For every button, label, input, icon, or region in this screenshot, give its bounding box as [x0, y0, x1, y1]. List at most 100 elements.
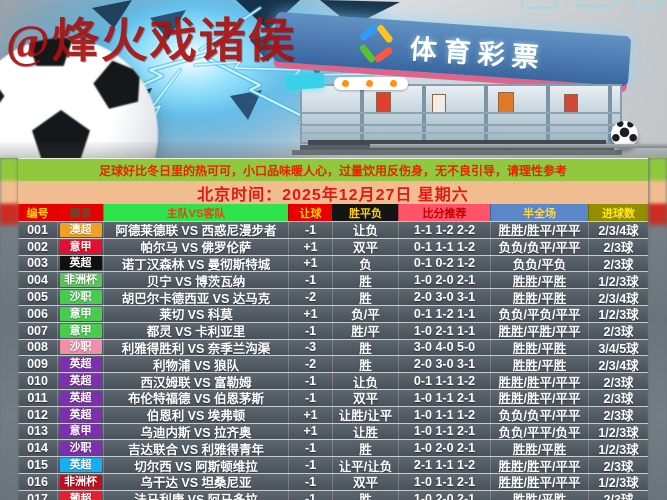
teams: 帕尔马 VS 佛罗伦萨 — [103, 238, 288, 255]
wdl-pick: 负 — [332, 255, 398, 272]
teams: 诺丁汉森林 VS 曼彻斯特城 — [103, 255, 288, 272]
handicap: -1 — [288, 473, 332, 490]
column-header-1: 编号 — [18, 204, 57, 221]
match-id: 015 — [27, 458, 48, 473]
league-badge: 沙职 — [59, 340, 102, 355]
handicap: +1 — [288, 406, 332, 423]
match-id: 004 — [27, 273, 48, 288]
datetime-text: 北京时间：2025年12月27日 星期六 — [197, 186, 469, 204]
match-id: 017 — [27, 491, 48, 500]
lottery-storefront: 体育彩票 — [250, 0, 655, 158]
wdl-pick: 胜 — [332, 339, 398, 356]
goals-pick: 2/3/4球 — [588, 222, 648, 238]
league-cell: 英超 — [57, 373, 103, 389]
table-row: 007 意甲 都灵 VS 卡利亚里 -1 胜/平 1-0 2-1 1-1 胜胜/平胜/平平 2… — [18, 321, 648, 339]
half-full-pick: 胜胜/平胜 — [490, 356, 588, 373]
goals-pick: 2/3/4球 — [588, 289, 648, 305]
match-id: 011 — [27, 390, 48, 405]
half-full-pick: 胜胜/胜平/平平 — [490, 389, 588, 406]
column-header-5: 胜平负 — [332, 204, 398, 221]
table-row: 016 非洲杯 乌干达 VS 坦桑尼亚 -1 双平 1-0 1-1 2-1 胜胜/胜平/平平… — [18, 472, 648, 490]
score-pick: 1-0 1-1 2-1 — [398, 423, 490, 440]
teams: 都灵 VS 卡利亚里 — [103, 322, 288, 339]
handicap: -1 — [288, 389, 332, 406]
store-step — [292, 150, 622, 155]
hero-image: 体育彩票 @烽火戏诸侯 — [0, 0, 667, 158]
sports-lottery-logo-icon — [357, 23, 395, 64]
score-pick: 1-1 1-2 2-2 — [398, 222, 490, 238]
wdl-pick: 胜 — [332, 440, 398, 457]
league-cell: 英超 — [57, 356, 103, 373]
goals-pick: 2/3球 — [588, 457, 648, 473]
league-badge: 英超 — [59, 390, 102, 405]
score-pick: 1-0 1-1 2-1 — [398, 473, 490, 490]
table-row: 001 澳超 阿德莱德联 VS 西惑尼漫步者 -1 让负 1-1 1-2 2-2 胜胜/胜平… — [18, 221, 648, 238]
league-badge: 意甲 — [59, 323, 102, 338]
goals-pick: 1/2/3球 — [588, 272, 648, 289]
wdl-pick: 双平 — [332, 389, 398, 406]
half-full-pick: 胜胜/平胜/平平 — [490, 322, 588, 339]
league-badge: 英超 — [59, 374, 102, 389]
league-badge: 英超 — [59, 357, 102, 372]
goals-pick: 3/4/5球 — [588, 339, 648, 356]
league-badge: 沙职 — [59, 290, 102, 305]
poster — [432, 94, 446, 114]
table-row: 013 意甲 乌迪内斯 VS 拉齐奥 +1 让胜 1-0 1-1 2-1 负负/平平/负平 1… — [18, 422, 648, 440]
table-row: 011 英超 布伦特福德 VS 伯恩茅斯 -1 双平 1-0 1-1 2-1 胜胜/胜平/平… — [18, 388, 648, 406]
score-pick: 2-1 1-1 1-2 — [398, 457, 490, 473]
league-cell: 非洲杯 — [57, 473, 103, 490]
wdl-pick: 让平/让负 — [332, 457, 398, 473]
league-badge: 非洲杯 — [59, 474, 102, 489]
table-row: 009 英超 利物浦 VS 狼队 -2 胜 2-0 3-0 3-1 胜胜/平胜 2/3/4球 — [18, 355, 648, 373]
half-full-pick: 负负/负平/平平 — [490, 238, 588, 255]
table-row: 014 沙职 吉达联合 VS 利雅得青年 -1 胜 1-0 2-0 2-1 胜胜/平胜 1/2… — [18, 439, 648, 457]
teams: 利物浦 VS 狼队 — [103, 356, 288, 373]
table-row: 003 英超 诺丁汉森林 VS 曼彻斯特城 +1 负 0-1 0-2 1-2 负负/平负 2/… — [18, 254, 648, 272]
match-id: 010 — [27, 374, 48, 389]
wdl-pick: 胜 — [332, 272, 398, 289]
wdl-pick: 让负 — [332, 373, 398, 389]
datetime-banner: 北京时间：2025年12月27日 星期六 — [18, 181, 648, 204]
store-sign-text: 体育彩票 — [408, 33, 547, 74]
match-id: 001 — [27, 222, 48, 237]
table-row: 010 英超 西汉姆联 VS 富勒姆 -1 让负 0-1 1-1 1-2 胜胜/胜平/平平 2… — [18, 372, 648, 389]
league-cell: 非洲杯 — [57, 272, 103, 289]
table-row: 004 非洲杯 贝宁 VS 博茨瓦纳 -1 胜 1-0 2-0 2-1 胜胜/平胜 1/2/3… — [18, 271, 648, 289]
league-badge: 英超 — [59, 407, 102, 422]
teams: 乌干达 VS 坦桑尼亚 — [103, 473, 288, 490]
table-row: 002 意甲 帕尔马 VS 佛罗伦萨 +1 双平 0-1 1-1 1-2 负负/负平/平平 2… — [18, 237, 648, 255]
goals-pick: 2/3球 — [588, 255, 648, 272]
wdl-pick: 让负 — [332, 222, 398, 238]
league-cell: 英超 — [57, 406, 103, 423]
teams: 莱切 VS 科莫 — [103, 305, 288, 322]
handicap: +1 — [288, 238, 332, 255]
half-full-pick: 负负/负平/平平 — [490, 406, 588, 423]
wdl-pick: 胜 — [332, 356, 398, 373]
score-pick: 3-0 4-0 5-0 — [398, 339, 490, 356]
column-header-2: 赛事 — [57, 204, 103, 221]
half-full-pick: 负负/平负 — [490, 255, 588, 272]
teams: 伯恩利 VS 埃弗顿 — [103, 406, 288, 423]
column-header-7: 半全场 — [490, 204, 588, 221]
notice-banner: 足球好比冬日里的热可可，小口品味暖人心，过量饮用反伤身，无不良引导，请理性参考 — [18, 158, 648, 182]
teams: 阿德莱德联 VS 西惑尼漫步者 — [103, 222, 288, 238]
score-pick: 1-0 2-1 1-1 — [398, 322, 490, 339]
league-badge: 英超 — [59, 256, 102, 271]
league-badge: 澳超 — [59, 222, 102, 237]
handicap: -1 — [288, 222, 332, 238]
league-badge: 英超 — [59, 458, 102, 473]
wdl-pick: 让胜 — [332, 423, 398, 440]
league-badge: 非洲杯 — [59, 273, 102, 288]
wdl-pick: 负/平 — [332, 305, 398, 322]
half-full-pick: 胜胜/平胜 — [490, 339, 588, 356]
handicap: -2 — [288, 356, 332, 373]
teams: 胡巴尔卡德西亚 VS 达马克 — [103, 289, 288, 305]
score-pick: 2-0 3-0 3-1 — [398, 356, 490, 373]
handicap: -1 — [288, 490, 332, 500]
match-id: 007 — [27, 323, 48, 338]
match-id: 016 — [27, 474, 48, 489]
match-id: 002 — [27, 239, 48, 254]
table-row: 008 沙职 利雅得胜利 VS 奈季兰沟渠 -3 胜 3-0 4-0 5-0 胜胜/平胜 3/… — [18, 338, 648, 356]
match-id: 006 — [27, 306, 48, 321]
